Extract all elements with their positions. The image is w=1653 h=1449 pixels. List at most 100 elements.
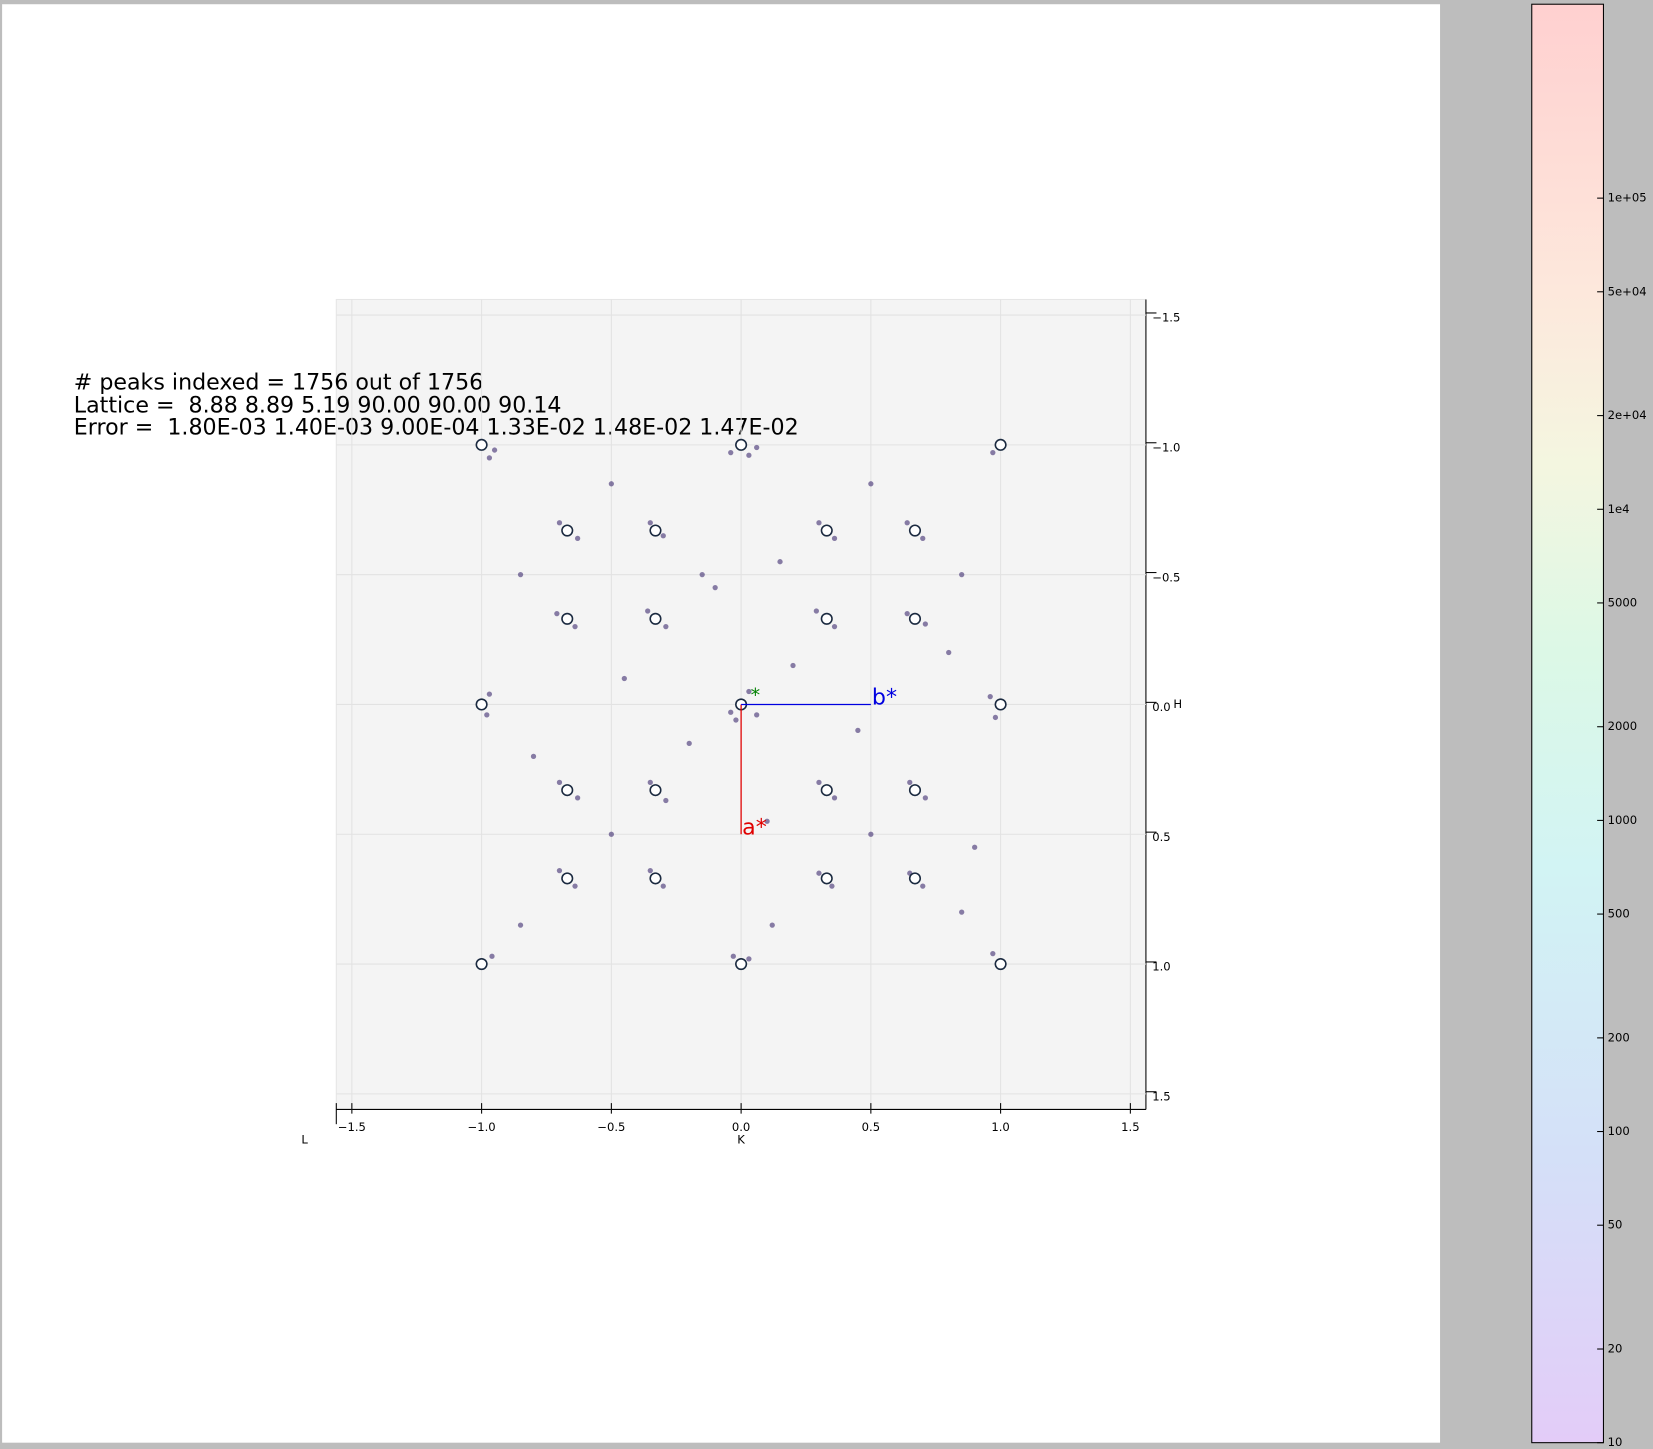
y-tick-label: −0.5 <box>1152 570 1180 584</box>
peak-point <box>728 450 734 456</box>
peak-point <box>959 909 965 915</box>
colorbar-tick-label: 1e+05 <box>1608 191 1647 205</box>
peak-point <box>920 883 926 889</box>
y-tick-label: 0.0 <box>1152 700 1170 714</box>
peak-point <box>649 524 662 537</box>
peak-point <box>649 784 662 797</box>
peak-point <box>561 872 574 885</box>
peak-point <box>746 688 752 695</box>
y-tick-label: 1.5 <box>1152 1090 1170 1104</box>
peak-point <box>517 922 524 928</box>
peak-point <box>994 698 1007 711</box>
peak-point <box>489 953 495 959</box>
peak-point <box>561 524 574 537</box>
x-tick-label: 1.5 <box>1121 1120 1139 1134</box>
z-axis-label: L <box>301 1133 308 1147</box>
colorbar-tick-label: 50 <box>1608 1218 1623 1232</box>
peak-point <box>486 691 493 697</box>
peak-point <box>904 610 910 617</box>
peak-point <box>820 612 833 625</box>
peak-point <box>572 883 578 889</box>
colorbar-tick-label: 500 <box>1608 907 1630 921</box>
peak-point <box>475 957 488 971</box>
colorbar-tick-label: 2e+04 <box>1608 408 1647 422</box>
peak-point <box>831 795 838 801</box>
colorbar-tick-label: 2000 <box>1608 719 1637 733</box>
peak-point <box>735 957 748 971</box>
peak-point <box>554 610 560 617</box>
peak-point <box>990 951 996 957</box>
vector-label: b* <box>872 685 897 711</box>
peak-point <box>820 524 833 537</box>
peak-point <box>777 559 783 565</box>
peak-point <box>712 585 718 591</box>
peak-point <box>475 698 488 711</box>
peak-point <box>994 957 1007 971</box>
peak-point <box>908 872 922 885</box>
peak-point <box>754 712 760 718</box>
peak-point <box>831 535 838 541</box>
peak-point <box>517 572 524 578</box>
colorbar-tick-label: 5000 <box>1608 595 1637 609</box>
peak-point <box>990 450 996 456</box>
peak-point <box>574 795 581 801</box>
peak-point <box>907 779 913 785</box>
peak-point <box>922 795 928 801</box>
colorbar-tick-label: 5e+04 <box>1608 284 1647 298</box>
peak-point <box>920 535 926 541</box>
peak-point <box>992 714 999 721</box>
peak-point <box>987 694 993 700</box>
peak-point <box>556 867 563 874</box>
colorbar-tick-label: 10 <box>1608 1435 1623 1449</box>
peak-point <box>645 608 651 614</box>
colorbar-tick-label: 100 <box>1608 1124 1630 1138</box>
peak-point <box>647 779 653 785</box>
peak-point <box>733 717 739 723</box>
peak-point <box>728 709 734 715</box>
peak-point <box>608 831 614 837</box>
info-text: # peaks indexed = 1756 out of 1756 <box>74 369 483 395</box>
vector-label: a* <box>742 814 767 840</box>
info-text: Error = 1.80E-03 1.40E-03 9.00E-04 1.33E… <box>74 415 799 441</box>
colorbar-tick-label: 20 <box>1608 1342 1623 1356</box>
y-tick-label: −1.0 <box>1152 441 1180 455</box>
x-axis-label: K <box>737 1133 745 1147</box>
y-axis-label: H <box>1173 697 1182 711</box>
peak-point <box>491 447 498 453</box>
peak-point <box>754 444 760 451</box>
peak-point <box>855 727 861 734</box>
peak-point <box>816 520 822 526</box>
peak-point <box>922 621 928 627</box>
peak-point <box>621 675 627 682</box>
peak-point <box>663 623 669 630</box>
colorbar-tick-label: 200 <box>1608 1030 1630 1044</box>
peak-point <box>908 612 922 625</box>
peak-point <box>820 784 833 797</box>
c-star-marker: * <box>751 685 760 707</box>
peak-point <box>994 438 1007 451</box>
peak-point <box>647 867 653 874</box>
peak-point <box>820 872 833 885</box>
peak-point <box>561 612 574 625</box>
peak-point <box>908 784 922 797</box>
x-tick-label: −1.5 <box>338 1120 366 1134</box>
peak-point <box>699 572 705 578</box>
peak-point <box>829 883 835 889</box>
y-tick-label: 1.0 <box>1152 960 1170 974</box>
colorbar-tick-label: 1000 <box>1608 813 1637 827</box>
x-tick-label: −1.0 <box>468 1120 496 1134</box>
peak-point <box>556 779 563 785</box>
info-text: Lattice = 8.88 8.89 5.19 90.00 90.00 90.… <box>74 393 562 419</box>
peak-point <box>972 844 978 850</box>
peak-point <box>686 740 692 747</box>
peak-point <box>831 623 838 630</box>
y-tick-label: 0.5 <box>1152 830 1170 844</box>
x-tick-label: 0.5 <box>862 1120 880 1134</box>
x-tick-label: −0.5 <box>597 1120 625 1134</box>
peak-point <box>813 608 819 614</box>
peak-point <box>904 520 910 526</box>
peak-point <box>556 520 563 526</box>
x-tick-label: 1.0 <box>991 1120 1009 1134</box>
